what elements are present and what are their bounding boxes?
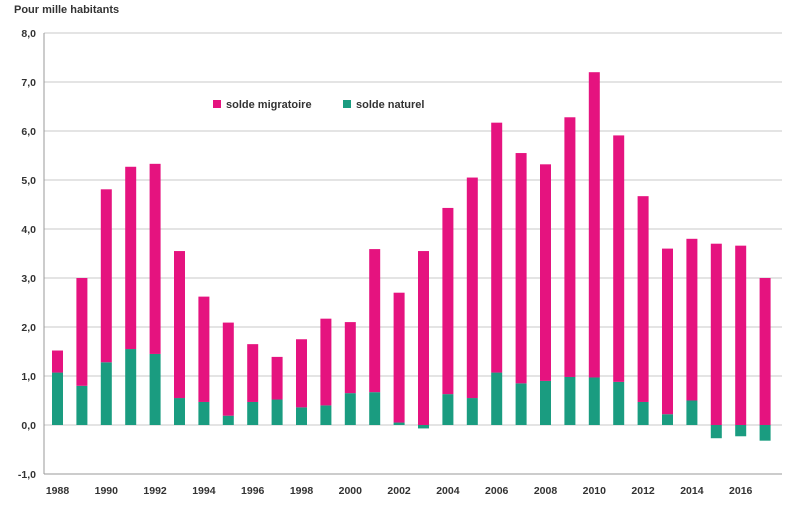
x-tick-label: 2014 (680, 485, 704, 497)
y-axis-title: Pour mille habitants (14, 4, 119, 16)
axes (43, 33, 782, 475)
bar-solde-migratoire-2011 (613, 135, 625, 382)
bar-solde-naturel-2015 (710, 425, 722, 439)
bar-solde-migratoire-2014 (686, 238, 698, 401)
x-tick-label: 2006 (485, 485, 509, 497)
bar-solde-migratoire-1993 (174, 251, 185, 399)
bar-solde-migratoire-2001 (369, 249, 381, 393)
bar-solde-naturel-2002 (393, 422, 405, 425)
y-tick-label: 6,0 (21, 126, 36, 138)
x-tick-label: 1988 (46, 485, 70, 497)
legend-label-solde-migratoire: solde migratoire (226, 99, 312, 111)
bar-solde-naturel-1998 (296, 407, 307, 425)
bar-solde-migratoire-1996 (247, 344, 259, 402)
x-tick-label: 1998 (290, 485, 314, 497)
bar-solde-naturel-2007 (515, 383, 527, 425)
bar-solde-migratoire-1992 (149, 163, 161, 354)
bar-solde-migratoire-2015 (710, 243, 722, 425)
bar-solde-naturel-1995 (222, 415, 234, 425)
y-tick-label: 2,0 (21, 322, 36, 334)
bar-solde-migratoire-2010 (588, 72, 600, 378)
bar-solde-migratoire-2009 (564, 117, 576, 377)
bar-solde-naturel-1990 (100, 362, 112, 425)
bar-solde-naturel-1993 (174, 398, 185, 425)
bar-solde-naturel-1997 (271, 399, 283, 425)
bars (52, 72, 771, 441)
legend-label-solde-naturel: solde naturel (356, 99, 424, 111)
y-tick-labels: -1,0 0,0 1,0 2,0 3,0 4,0 5,0 6,0 7,0 8,0 (18, 28, 36, 481)
bar-solde-naturel-2010 (588, 377, 600, 425)
y-tick-label: 7,0 (21, 77, 36, 89)
bar-solde-migratoire-2003 (418, 251, 429, 425)
x-tick-label: 2004 (436, 485, 460, 497)
bar-solde-migratoire-1994 (198, 296, 210, 402)
legend: solde migratoire solde naturel (213, 99, 424, 111)
bar-solde-migratoire-1999 (320, 318, 332, 406)
bar-solde-migratoire-1995 (222, 322, 234, 416)
bar-solde-naturel-2017 (759, 425, 771, 441)
bar-solde-migratoire-1998 (296, 339, 307, 408)
bar-solde-naturel-1996 (247, 401, 259, 425)
x-tick-labels: 1988 1990 1992 1994 1996 1998 2000 2002 2004 2006… (46, 485, 753, 497)
bar-solde-migratoire-2012 (637, 196, 649, 402)
x-tick-label: 2008 (534, 485, 558, 497)
x-tick-label: 2002 (387, 485, 411, 497)
bar-solde-naturel-2008 (540, 380, 551, 425)
y-tick-label: 8,0 (21, 28, 36, 40)
legend-swatch-solde-naturel (343, 100, 351, 108)
y-tick-label: -1,0 (18, 469, 36, 481)
bar-solde-migratoire-1990 (100, 189, 112, 363)
bar-solde-naturel-2001 (369, 392, 381, 425)
bar-solde-migratoire-2007 (515, 153, 527, 384)
bar-solde-naturel-2013 (662, 414, 673, 425)
x-tick-label: 2012 (631, 485, 655, 497)
x-tick-label: 1994 (192, 485, 216, 497)
x-tick-label: 2000 (339, 485, 363, 497)
bar-solde-migratoire-2004 (442, 207, 454, 395)
legend-swatch-solde-migratoire (213, 100, 221, 108)
bar-solde-migratoire-2013 (662, 248, 673, 415)
x-tick-label: 1992 (143, 485, 167, 497)
y-tick-label: 4,0 (21, 224, 36, 236)
bar-solde-naturel-2000 (344, 393, 356, 425)
y-tick-label: 0,0 (21, 420, 36, 432)
bar-solde-naturel-1991 (125, 349, 137, 425)
bar-solde-naturel-2016 (735, 425, 747, 437)
bar-solde-migratoire-1989 (76, 278, 88, 386)
bar-solde-migratoire-2016 (735, 245, 747, 425)
bar-solde-naturel-2006 (491, 372, 503, 425)
x-tick-label: 1996 (241, 485, 265, 497)
bar-solde-migratoire-2002 (393, 292, 405, 423)
bar-solde-naturel-2004 (442, 394, 454, 425)
bar-solde-migratoire-2005 (466, 177, 478, 399)
bar-solde-naturel-1994 (198, 401, 210, 425)
bar-solde-naturel-1989 (76, 385, 88, 425)
bar-solde-naturel-2011 (613, 381, 625, 425)
x-tick-label: 1990 (95, 485, 119, 497)
x-tick-label: 2010 (583, 485, 607, 497)
gridlines (44, 32, 782, 475)
bar-solde-naturel-2014 (686, 400, 698, 425)
bar-solde-migratoire-2017 (759, 278, 771, 425)
bar-solde-naturel-1992 (149, 353, 161, 425)
bar-solde-naturel-1999 (320, 405, 332, 425)
bar-solde-naturel-2003 (418, 425, 429, 429)
bar-solde-naturel-2005 (466, 398, 478, 425)
bar-solde-naturel-2012 (637, 401, 649, 425)
bar-solde-migratoire-2000 (344, 322, 356, 394)
y-tick-label: 1,0 (21, 371, 36, 383)
y-tick-label: 3,0 (21, 273, 36, 285)
bar-solde-naturel-1988 (52, 372, 63, 425)
x-tick-label: 2016 (729, 485, 753, 497)
bar-solde-migratoire-1991 (125, 166, 137, 350)
bar-solde-migratoire-2008 (540, 164, 551, 381)
y-tick-label: 5,0 (21, 175, 36, 187)
bar-solde-migratoire-1988 (52, 350, 63, 373)
bar-solde-migratoire-2006 (491, 122, 503, 373)
bar-solde-migratoire-1997 (271, 356, 283, 400)
bar-solde-naturel-2009 (564, 376, 576, 425)
